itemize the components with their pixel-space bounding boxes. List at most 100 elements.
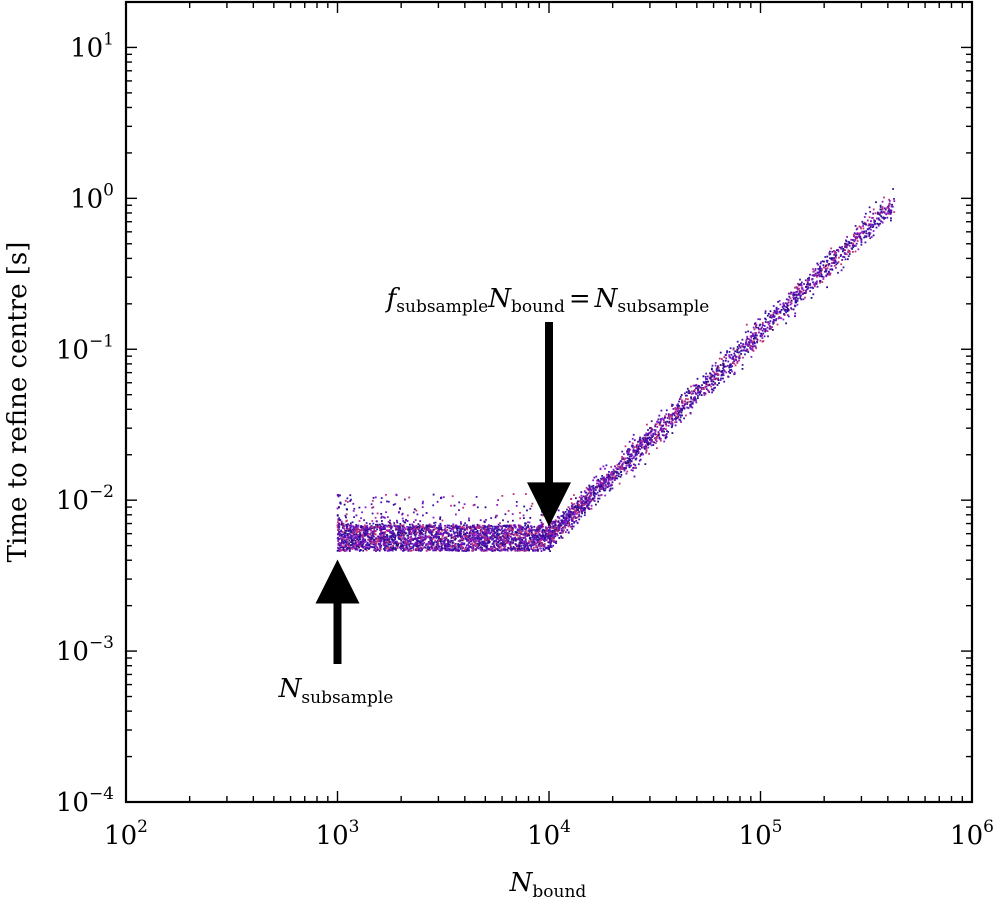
- data-point: [750, 341, 753, 344]
- data-point: [697, 389, 699, 391]
- data-point: [531, 544, 534, 547]
- data-point: [850, 242, 853, 244]
- data-point: [547, 537, 549, 540]
- data-point: [887, 205, 890, 207]
- data-point: [375, 542, 377, 545]
- data-point: [418, 534, 420, 537]
- data-point: [362, 540, 364, 543]
- data-point: [436, 533, 438, 535]
- data-point: [438, 530, 440, 533]
- data-point: [659, 429, 661, 432]
- data-point: [879, 222, 881, 225]
- data-point: [560, 535, 562, 538]
- data-point: [841, 250, 844, 253]
- data-point: [360, 525, 363, 528]
- data-point: [457, 527, 460, 530]
- data-point: [636, 443, 639, 446]
- data-point: [429, 536, 431, 538]
- data-point: [876, 222, 879, 225]
- data-point: [525, 526, 528, 529]
- data-point: [761, 321, 764, 324]
- data-point: [379, 529, 382, 532]
- data-point: [690, 393, 693, 395]
- data-point: [585, 501, 588, 503]
- data-point: [354, 526, 357, 528]
- data-point: [834, 261, 837, 263]
- data-point: [340, 520, 343, 523]
- data-point: [868, 206, 871, 209]
- data-point: [687, 398, 689, 401]
- data-point: [535, 532, 538, 535]
- data-point: [374, 530, 377, 532]
- data-point: [705, 372, 708, 375]
- data-point: [349, 500, 352, 502]
- data-point: [859, 235, 862, 238]
- data-point: [400, 545, 402, 548]
- data-point: [348, 543, 350, 546]
- data-point: [716, 378, 719, 380]
- data-point: [462, 550, 465, 552]
- data-point: [495, 539, 498, 542]
- data-point: [790, 302, 793, 305]
- data-point: [599, 468, 602, 471]
- data-point: [440, 541, 442, 543]
- data-point: [696, 387, 699, 389]
- data-point: [452, 528, 454, 531]
- data-point: [339, 502, 342, 505]
- data-point: [356, 541, 358, 543]
- data-point: [551, 534, 553, 537]
- data-point: [890, 205, 893, 208]
- data-point: [358, 550, 361, 552]
- data-point: [744, 353, 746, 356]
- data-point: [690, 385, 692, 388]
- data-point: [589, 499, 592, 502]
- data-point: [386, 550, 389, 552]
- data-point: [357, 525, 360, 528]
- data-point: [347, 547, 349, 549]
- data-point: [504, 513, 507, 516]
- data-point: [840, 247, 843, 250]
- data-point: [632, 448, 635, 450]
- data-point: [524, 536, 527, 539]
- data-point: [677, 411, 680, 414]
- data-point: [445, 546, 448, 548]
- data-point: [841, 246, 843, 248]
- data-point: [542, 532, 544, 535]
- data-point: [471, 529, 474, 532]
- data-point: [416, 548, 419, 551]
- data-point: [391, 541, 394, 544]
- data-point: [567, 520, 569, 523]
- data-point: [419, 546, 422, 549]
- data-point: [530, 539, 532, 542]
- data-point: [769, 310, 772, 313]
- data-point: [892, 188, 894, 190]
- data-point: [886, 205, 889, 208]
- data-point: [578, 507, 580, 509]
- data-point: [587, 503, 589, 505]
- data-point: [872, 234, 875, 237]
- data-point: [461, 536, 464, 538]
- data-point: [869, 237, 872, 240]
- data-point: [571, 505, 574, 508]
- data-point: [750, 336, 753, 339]
- data-point: [569, 526, 572, 528]
- data-point: [394, 548, 397, 551]
- data-point: [373, 543, 376, 546]
- data-point: [377, 536, 380, 538]
- data-point: [383, 532, 386, 534]
- data-point: [412, 532, 415, 535]
- data-point: [761, 340, 764, 343]
- data-point: [865, 230, 868, 232]
- data-point: [375, 523, 377, 526]
- data-point: [733, 373, 736, 375]
- data-point: [406, 514, 409, 517]
- data-point: [523, 534, 525, 537]
- data-point: [392, 540, 395, 542]
- data-point: [517, 529, 520, 532]
- data-point: [872, 225, 875, 228]
- data-point: [337, 495, 340, 498]
- data-point: [421, 529, 424, 531]
- data-point: [484, 543, 487, 546]
- data-point: [746, 335, 749, 338]
- data-point: [610, 466, 613, 468]
